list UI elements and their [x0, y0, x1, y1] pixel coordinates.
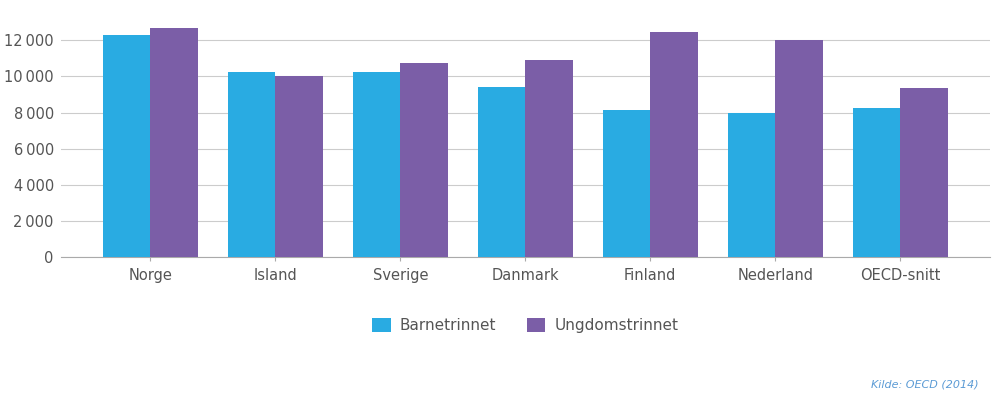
Bar	[353, 72, 401, 257]
Bar	[228, 72, 275, 257]
Bar	[775, 40, 823, 257]
Bar	[650, 32, 698, 257]
Bar	[728, 114, 775, 257]
Bar	[275, 75, 323, 257]
Text: Kilde: OECD (2014): Kilde: OECD (2014)	[872, 379, 979, 389]
Bar	[901, 88, 947, 257]
Bar	[525, 60, 573, 257]
Bar	[853, 108, 901, 257]
Legend: Barnetrinnet, Ungdomstrinnet: Barnetrinnet, Ungdomstrinnet	[365, 310, 686, 341]
Bar	[401, 63, 448, 257]
Bar	[478, 87, 525, 257]
Bar	[150, 28, 198, 257]
Bar	[103, 35, 150, 257]
Bar	[602, 110, 650, 257]
